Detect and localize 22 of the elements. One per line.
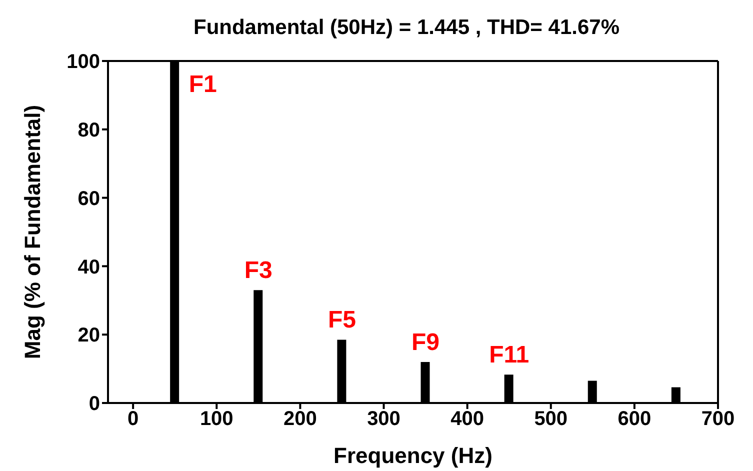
x-tick-label: 500 bbox=[534, 408, 568, 430]
annotation: F1 bbox=[188, 71, 217, 98]
chart-title: Fundamental (50Hz) = 1.445 , THD= 41.67% bbox=[192, 15, 620, 41]
x-tick-label: 600 bbox=[618, 408, 652, 430]
x-tick-label: 200 bbox=[284, 408, 317, 430]
y-tick-label: 60 bbox=[78, 188, 100, 210]
x-tick-label: 100 bbox=[200, 408, 234, 430]
x-tick-label: 0 bbox=[128, 408, 139, 430]
y-tick-label: 0 bbox=[88, 393, 100, 416]
y-tick-label: 40 bbox=[78, 256, 100, 278]
x-tick-label: 700 bbox=[701, 408, 735, 430]
y-axis-title: Mag (% of Fundamental) bbox=[20, 104, 45, 360]
y-tick-label: 100 bbox=[66, 51, 100, 74]
x-tick-label: 400 bbox=[450, 408, 484, 430]
y-tick-label: 20 bbox=[78, 324, 100, 347]
annotation: F11 bbox=[489, 342, 530, 369]
annotation: F5 bbox=[328, 306, 356, 334]
x-axis-title: Frequency (Hz) bbox=[334, 443, 492, 468]
annotation: F3 bbox=[244, 257, 272, 284]
annotation: F9 bbox=[412, 328, 440, 356]
y-tick-label: 80 bbox=[78, 120, 100, 142]
x-tick-label: 300 bbox=[367, 408, 400, 430]
